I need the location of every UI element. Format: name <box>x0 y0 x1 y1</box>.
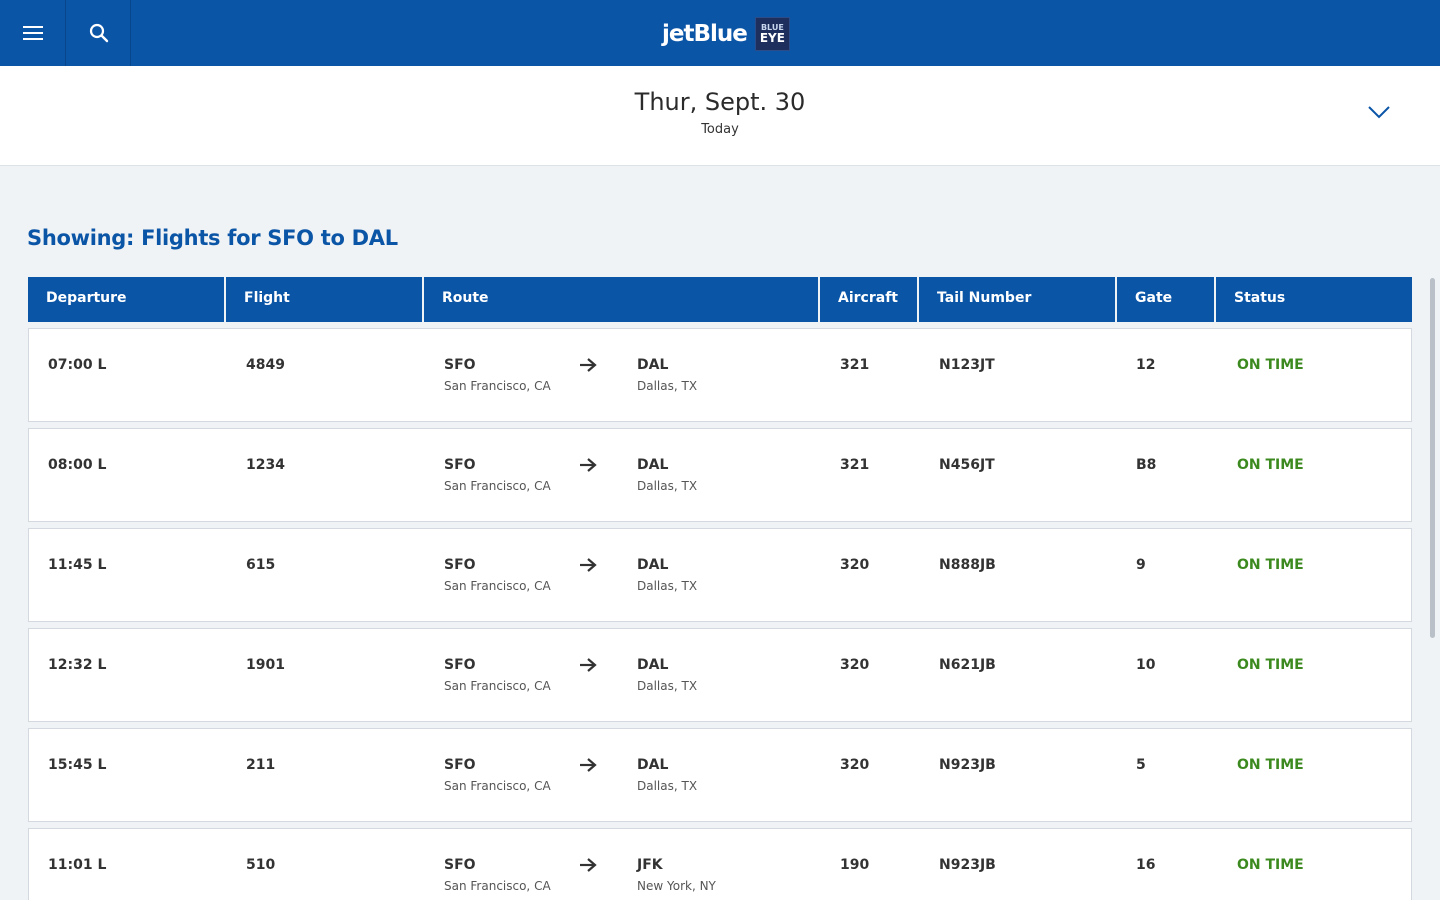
selected-date: Thur, Sept. 30 <box>634 88 806 116</box>
origin-code: SFO <box>444 557 476 573</box>
search-icon <box>89 23 108 43</box>
aircraft-type: 320 <box>840 757 870 773</box>
origin-code: SFO <box>444 357 476 373</box>
results-heading: Showing: Flights for SFO to DAL <box>27 226 398 250</box>
tail-number: N923JB <box>939 857 996 873</box>
tail-number: N888JB <box>939 557 996 573</box>
flights-table-header: Departure Flight Route Aircraft Tail Num… <box>28 277 1412 322</box>
destination-code: DAL <box>637 657 669 673</box>
chevron-down-icon[interactable] <box>1366 102 1392 122</box>
column-header-gate[interactable]: Gate <box>1117 277 1214 322</box>
jetblue-logo[interactable]: jetBlue BLUE EYE <box>662 16 790 52</box>
arrow-right-icon <box>580 558 597 572</box>
tail-number: N621JB <box>939 657 996 673</box>
flight-row[interactable]: 07:00 L 4849 SFO San Francisco, CA DAL D… <box>28 328 1412 422</box>
gate: 10 <box>1136 657 1156 673</box>
aircraft-type: 320 <box>840 657 870 673</box>
gate: 16 <box>1136 857 1156 873</box>
aircraft-type: 321 <box>840 357 870 373</box>
destination-city: Dallas, TX <box>637 579 698 593</box>
destination-city: Dallas, TX <box>637 479 698 493</box>
origin-code: SFO <box>444 857 476 873</box>
destination-code: DAL <box>637 757 669 773</box>
departure-time: 08:00 L <box>48 457 107 473</box>
tail-number: N123JT <box>939 357 995 373</box>
status-badge: ON TIME <box>1237 857 1304 873</box>
gate: 12 <box>1136 357 1156 373</box>
origin-code: SFO <box>444 657 476 673</box>
arrow-right-icon <box>580 858 597 872</box>
origin-city: San Francisco, CA <box>444 879 551 893</box>
aircraft-type: 190 <box>840 857 870 873</box>
tail-number: N456JT <box>939 457 995 473</box>
status-badge: ON TIME <box>1237 757 1304 773</box>
origin-city: San Francisco, CA <box>444 779 551 793</box>
arrow-right-icon <box>580 758 597 772</box>
destination-city: Dallas, TX <box>637 779 698 793</box>
status-badge: ON TIME <box>1237 457 1304 473</box>
destination-code: DAL <box>637 357 669 373</box>
origin-city: San Francisco, CA <box>444 479 551 493</box>
origin-city: San Francisco, CA <box>444 379 551 393</box>
departure-time: 15:45 L <box>48 757 107 773</box>
flight-number: 1234 <box>246 457 285 473</box>
status-badge: ON TIME <box>1237 657 1304 673</box>
flight-number: 1901 <box>246 657 285 673</box>
departure-time: 07:00 L <box>48 357 107 373</box>
flight-row[interactable]: 11:45 L 615 SFO San Francisco, CA DAL Da… <box>28 528 1412 622</box>
arrow-right-icon <box>580 658 597 672</box>
badge-top-text: BLUE <box>760 23 784 32</box>
gate: 9 <box>1136 557 1146 573</box>
menu-button[interactable] <box>0 0 66 66</box>
origin-code: SFO <box>444 757 476 773</box>
scrollbar[interactable] <box>1430 278 1435 638</box>
gate: 5 <box>1136 757 1146 773</box>
flight-row[interactable]: 12:32 L 1901 SFO San Francisco, CA DAL D… <box>28 628 1412 722</box>
column-header-tail-number[interactable]: Tail Number <box>919 277 1115 322</box>
departure-time: 11:45 L <box>48 557 107 573</box>
date-selector[interactable]: Thur, Sept. 30 Today <box>0 66 1440 166</box>
column-header-departure[interactable]: Departure <box>28 277 224 322</box>
origin-code: SFO <box>444 457 476 473</box>
flight-row[interactable]: 11:01 L 510 SFO San Francisco, CA JFK Ne… <box>28 828 1412 900</box>
destination-city: Dallas, TX <box>637 679 698 693</box>
blue-eye-badge: BLUE EYE <box>754 17 790 51</box>
column-header-route[interactable]: Route <box>424 277 818 322</box>
departure-time: 11:01 L <box>48 857 107 873</box>
gate: B8 <box>1136 457 1157 473</box>
aircraft-type: 320 <box>840 557 870 573</box>
hamburger-icon <box>22 26 43 40</box>
arrow-right-icon <box>580 458 597 472</box>
flight-number: 211 <box>246 757 276 773</box>
column-header-status[interactable]: Status <box>1216 277 1412 322</box>
logo-wordmark: jetBlue <box>662 21 748 47</box>
origin-city: San Francisco, CA <box>444 579 551 593</box>
column-header-aircraft[interactable]: Aircraft <box>820 277 917 322</box>
badge-bottom-text: EYE <box>759 31 785 45</box>
flight-number: 615 <box>246 557 276 573</box>
status-badge: ON TIME <box>1237 557 1304 573</box>
departure-time: 12:32 L <box>48 657 107 673</box>
status-badge: ON TIME <box>1237 357 1304 373</box>
flight-row[interactable]: 15:45 L 211 SFO San Francisco, CA DAL Da… <box>28 728 1412 822</box>
destination-code: DAL <box>637 457 669 473</box>
flight-number: 4849 <box>246 357 285 373</box>
destination-code: DAL <box>637 557 669 573</box>
flight-number: 510 <box>246 857 276 873</box>
destination-code: JFK <box>637 857 663 873</box>
destination-city: New York, NY <box>637 879 716 893</box>
search-button[interactable] <box>67 0 131 66</box>
top-navigation-bar: jetBlue BLUE EYE <box>0 0 1440 66</box>
tail-number: N923JB <box>939 757 996 773</box>
aircraft-type: 321 <box>840 457 870 473</box>
arrow-right-icon <box>580 358 597 372</box>
destination-city: Dallas, TX <box>637 379 698 393</box>
flight-row[interactable]: 08:00 L 1234 SFO San Francisco, CA DAL D… <box>28 428 1412 522</box>
date-subtitle: Today <box>701 122 739 137</box>
origin-city: San Francisco, CA <box>444 679 551 693</box>
column-header-flight[interactable]: Flight <box>226 277 422 322</box>
